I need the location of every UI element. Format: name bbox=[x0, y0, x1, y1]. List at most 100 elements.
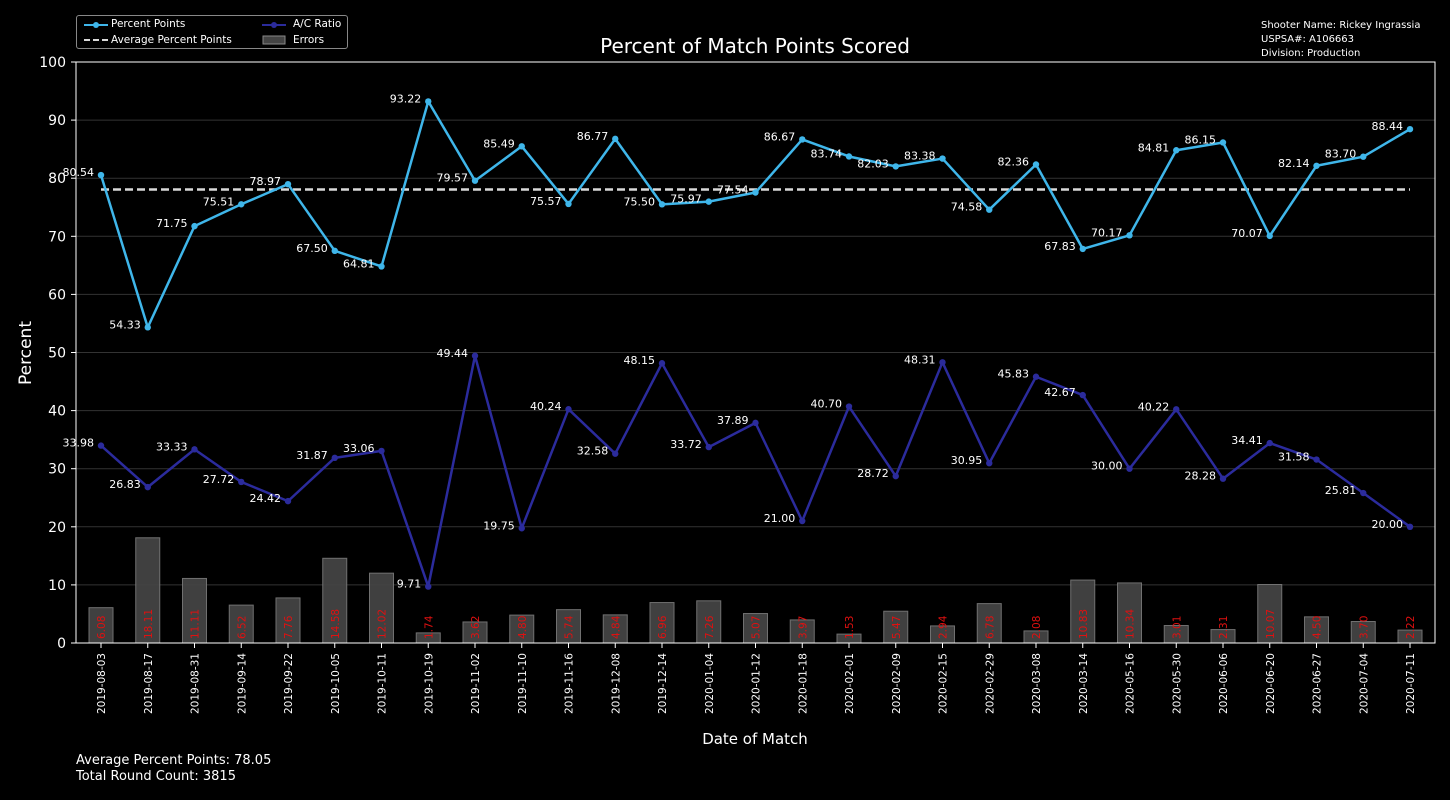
legend-ac-ratio: A/C Ratio bbox=[293, 18, 342, 30]
ac-ratio-point bbox=[1360, 489, 1367, 497]
percent-points-point bbox=[1266, 232, 1273, 240]
x-tick-label: 2020-01-18 bbox=[797, 653, 809, 714]
y-tick-label: 20 bbox=[48, 520, 66, 536]
ac-ratio-label: 26.83 bbox=[109, 478, 141, 491]
ac-ratio-point bbox=[1079, 391, 1086, 399]
percent-points-label: 88.44 bbox=[1372, 120, 1404, 133]
errors-bar-label: 5.74 bbox=[564, 615, 576, 639]
errors-bar-label: 3.01 bbox=[1171, 616, 1183, 639]
ac-ratio-point bbox=[939, 359, 946, 366]
percent-points-label: 86.67 bbox=[764, 130, 796, 143]
ac-ratio-point bbox=[97, 442, 105, 449]
ac-ratio-label: 33.33 bbox=[156, 440, 188, 453]
ac-ratio-point bbox=[1313, 456, 1320, 463]
errors-bar-label: 4.84 bbox=[610, 615, 622, 639]
percent-points-point bbox=[799, 136, 806, 143]
percent-points-label: 70.07 bbox=[1231, 227, 1263, 240]
ac-ratio-point bbox=[986, 459, 993, 467]
percent-points-point bbox=[1173, 147, 1180, 154]
errors-bar bbox=[509, 614, 535, 644]
ac-ratio-label: 48.31 bbox=[904, 353, 936, 366]
ac-ratio-label: 25.81 bbox=[1325, 484, 1357, 497]
percent-points-point bbox=[752, 189, 759, 196]
ac-ratio-label: 31.58 bbox=[1278, 451, 1310, 464]
errors-bar-label: 1.74 bbox=[423, 615, 435, 639]
percent-points-label: 83.74 bbox=[811, 147, 843, 160]
x-axis: 2019-08-03 2019-08-17 2019-08-31 2019-09-14… bbox=[96, 643, 1417, 714]
y-tick-label: 100 bbox=[39, 55, 66, 71]
percent-points-label: 67.83 bbox=[1044, 240, 1076, 253]
ac-ratio-point bbox=[191, 446, 198, 453]
ac-ratio-point bbox=[1032, 373, 1040, 380]
errors-bar bbox=[556, 609, 581, 644]
percent-points-label: 75.97 bbox=[670, 193, 702, 206]
percent-points-point bbox=[658, 201, 666, 208]
errors-bar-label: 3.70 bbox=[1358, 616, 1370, 639]
x-tick-label: 2020-07-04 bbox=[1358, 653, 1370, 714]
x-tick-label: 2019-12-08 bbox=[610, 653, 622, 714]
ac-ratio-label: 34.41 bbox=[1231, 434, 1263, 447]
percent-points-point bbox=[565, 200, 572, 208]
ac-ratio-label: 33.06 bbox=[343, 442, 375, 455]
y-axis-label: Percent bbox=[16, 321, 36, 385]
legend-swatch-average bbox=[84, 39, 108, 41]
errors-bar-label: 12.02 bbox=[377, 609, 389, 639]
ac-ratio-point bbox=[144, 483, 151, 491]
percent-points-point bbox=[144, 324, 151, 331]
errors-bar-label: 10.07 bbox=[1265, 609, 1277, 639]
percent-points-point bbox=[845, 153, 853, 160]
errors-bar-label: 5.07 bbox=[751, 616, 763, 639]
percent-points-point bbox=[378, 263, 385, 270]
percent-points-label: 86.77 bbox=[577, 130, 609, 143]
errors-bar-label: 11.11 bbox=[190, 609, 202, 639]
percent-points-point bbox=[892, 163, 899, 170]
errors-bar-label: 2.94 bbox=[938, 615, 950, 639]
x-axis-label: Date of Match bbox=[702, 730, 808, 748]
data-labels: 6.08 18.11 11.11 6.52 7.76 14.58 12.02 1.74 3.62… bbox=[63, 92, 1418, 639]
ac-ratio-point bbox=[518, 525, 525, 532]
legend: Percent Points Average Percent Points A/… bbox=[76, 15, 348, 49]
x-tick-label: 2019-11-02 bbox=[470, 653, 482, 714]
ac-ratio-label: 24.42 bbox=[250, 492, 282, 505]
percent-points-point bbox=[939, 155, 946, 162]
y-tick-label: 70 bbox=[48, 229, 66, 245]
percent-points-label: 70.17 bbox=[1091, 226, 1123, 239]
x-tick-label: 2019-08-17 bbox=[143, 653, 155, 714]
errors-bar-label: 4.50 bbox=[1312, 616, 1324, 639]
ac-ratio-label: 21.00 bbox=[764, 512, 796, 525]
y-tick-label: 30 bbox=[48, 462, 66, 478]
ac-ratio-label: 48.15 bbox=[624, 354, 656, 367]
errors-bar bbox=[369, 572, 394, 644]
ac-ratio-label: 28.72 bbox=[857, 467, 889, 480]
percent-points-label: 93.22 bbox=[390, 92, 422, 105]
x-tick-label: 2020-03-08 bbox=[1031, 653, 1043, 714]
errors-bar bbox=[883, 610, 909, 644]
errors-bar-label: 3.62 bbox=[470, 616, 482, 639]
ac-ratio-point bbox=[471, 352, 479, 359]
errors-bar-label: 7.26 bbox=[704, 615, 716, 639]
division: Division: Production bbox=[1261, 48, 1361, 59]
legend-swatch-errors bbox=[262, 35, 286, 45]
x-tick-label: 2019-11-16 bbox=[564, 653, 576, 714]
percent-points-point bbox=[1219, 139, 1227, 146]
x-tick-label: 2019-09-14 bbox=[236, 653, 248, 714]
ac-ratio-label: 37.89 bbox=[717, 414, 749, 427]
ac-ratio-label: 28.28 bbox=[1185, 470, 1217, 483]
x-tick-label: 2019-10-11 bbox=[377, 653, 389, 714]
ac-ratio-point bbox=[845, 403, 853, 410]
ac-ratio-label: 33.98 bbox=[63, 437, 95, 450]
x-tick-label: 2020-01-04 bbox=[704, 653, 716, 714]
errors-bar-label: 14.58 bbox=[330, 609, 342, 639]
legend-swatch-ac-ratio bbox=[262, 22, 286, 28]
ac-ratio-point bbox=[238, 478, 245, 486]
y-tick-label: 60 bbox=[48, 287, 66, 303]
percent-points-label: 83.70 bbox=[1325, 148, 1357, 161]
percent-points-point bbox=[1360, 153, 1367, 160]
ac-ratio-point bbox=[378, 447, 385, 455]
ac-ratio-point bbox=[425, 583, 432, 590]
errors-bar-label: 4.80 bbox=[517, 616, 529, 639]
percent-points-label: 78.97 bbox=[250, 175, 282, 188]
percent-points-point bbox=[1079, 245, 1086, 253]
errors-bar-label: 7.76 bbox=[283, 615, 295, 639]
